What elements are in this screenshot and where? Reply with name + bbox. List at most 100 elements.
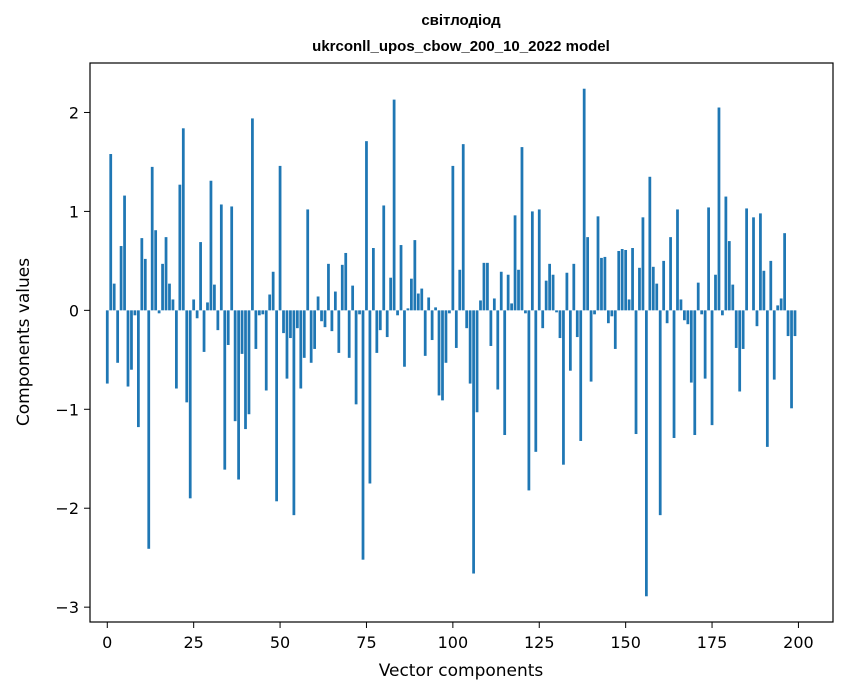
bar (133, 310, 137, 316)
bar (195, 310, 199, 319)
bar (790, 310, 793, 409)
bar (337, 310, 341, 353)
x-ticks-group: 0 25 50 75 100 125 150 175 200 (102, 622, 814, 652)
bar (551, 274, 555, 311)
bar (251, 118, 254, 311)
bar (669, 237, 672, 311)
bar (143, 258, 147, 311)
x-tick-label: 100 (438, 633, 469, 652)
bar (627, 299, 631, 311)
bar (275, 310, 278, 502)
bar (641, 217, 645, 311)
bar (624, 249, 628, 311)
bar (226, 310, 230, 345)
bar (738, 310, 742, 392)
bar (776, 305, 780, 311)
bar (696, 282, 700, 311)
bar (793, 310, 797, 337)
bar (524, 310, 527, 314)
bar (506, 274, 510, 311)
bar (655, 283, 659, 311)
bar (617, 250, 621, 311)
bar (257, 310, 261, 316)
bar (171, 299, 175, 311)
bar (600, 257, 603, 311)
bar (489, 310, 493, 346)
bar (517, 269, 520, 311)
bar (164, 237, 168, 311)
bar (610, 310, 614, 317)
y-ticks-group: −3 −2 −1 0 1 2 (55, 103, 90, 617)
bar (157, 310, 161, 314)
y-tick-label: 0 (69, 301, 79, 320)
bar (541, 310, 545, 329)
bar (482, 262, 486, 311)
x-axis-label: Vector components (379, 661, 544, 681)
bar (458, 269, 462, 311)
bar (126, 310, 130, 387)
bar (762, 270, 766, 311)
bar (147, 310, 151, 549)
bar (233, 310, 237, 422)
bar (665, 310, 669, 324)
bar (410, 278, 413, 311)
bar (213, 284, 216, 311)
bar (282, 310, 285, 334)
bar (371, 248, 375, 311)
bar (161, 263, 164, 311)
bar (786, 310, 790, 337)
bar (572, 263, 576, 311)
bar (406, 308, 410, 311)
bar (340, 264, 344, 311)
bar (672, 310, 676, 438)
bar (731, 284, 735, 311)
bar (734, 310, 738, 348)
bar (472, 310, 475, 574)
bar (396, 310, 399, 316)
bar (537, 209, 541, 311)
bar (634, 310, 638, 435)
bar (686, 310, 690, 325)
bar (261, 310, 265, 315)
bar (358, 310, 361, 315)
x-tick-label: 200 (783, 633, 814, 652)
bar (603, 256, 607, 311)
bar (330, 310, 334, 332)
bar (772, 310, 776, 380)
bar (544, 280, 548, 311)
bar (199, 242, 202, 311)
bar (589, 310, 593, 382)
bar (752, 217, 755, 311)
y-axis-label: Components values (14, 258, 34, 426)
bar (392, 99, 396, 311)
bar (717, 107, 721, 311)
bar (534, 310, 538, 452)
bar (662, 260, 666, 311)
bar (123, 195, 126, 311)
bar (658, 310, 662, 516)
bar (468, 310, 472, 384)
x-tick-label: 50 (270, 633, 290, 652)
bar (510, 303, 513, 311)
bar (703, 310, 707, 379)
bar (130, 310, 133, 370)
bar (302, 310, 306, 358)
bar (555, 310, 558, 313)
bar (769, 260, 773, 311)
bar (140, 238, 144, 311)
bar (268, 294, 272, 311)
bar (479, 300, 482, 311)
x-tick-label: 150 (610, 633, 641, 652)
bar (375, 310, 379, 353)
bar (631, 248, 634, 311)
bar (351, 285, 355, 311)
bar (492, 298, 496, 311)
bar (119, 246, 123, 311)
x-tick-label: 175 (697, 633, 728, 652)
bar (582, 88, 586, 311)
bar (689, 310, 693, 383)
bar (327, 263, 330, 311)
bar (451, 165, 455, 311)
bar (416, 293, 420, 311)
bar (596, 216, 600, 311)
